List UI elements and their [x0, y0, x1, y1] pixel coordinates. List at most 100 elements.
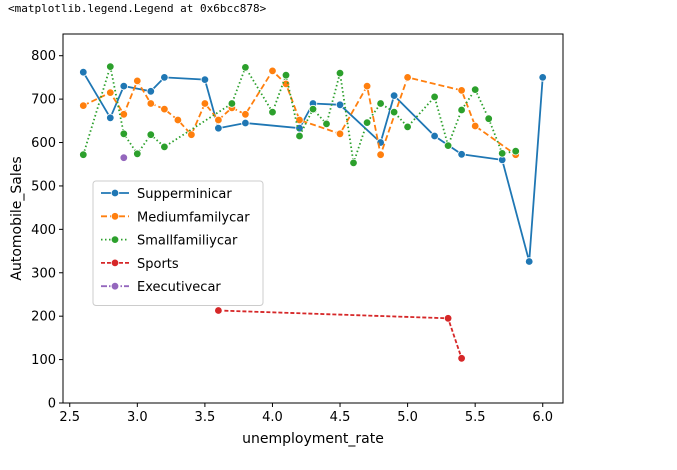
data-point: [146, 87, 155, 96]
data-point: [133, 76, 142, 86]
data-point: [403, 122, 412, 132]
series-supperminicar: [79, 67, 547, 266]
data-point: [187, 130, 196, 139]
data-point: [308, 104, 318, 114]
series-mediumfamilycar: [79, 66, 520, 159]
x-axis-label: unemployment_rate: [242, 431, 384, 447]
data-point: [79, 67, 88, 77]
data-point: [214, 115, 223, 125]
data-point: [133, 149, 142, 158]
data-point: [457, 150, 466, 159]
data-point: [403, 73, 412, 82]
y-tick-label: 0: [48, 397, 56, 412]
x-tick-label: 6.0: [532, 410, 553, 425]
data-point: [160, 73, 169, 82]
y-axis: 0 100 200 300 400 500 600 700 800: [31, 49, 63, 412]
data-point: [106, 88, 115, 97]
legend-item: Sports: [101, 257, 179, 272]
data-point: [119, 153, 128, 162]
series-line: [82, 71, 544, 262]
x-tick-label: 5.5: [465, 410, 486, 425]
series-line: [218, 309, 463, 359]
x-tick-label: 3.0: [127, 410, 148, 425]
data-point: [119, 81, 128, 91]
data-point: [281, 79, 291, 89]
data-point: [241, 118, 250, 128]
legend-marker: [110, 188, 120, 198]
data-point: [511, 146, 520, 156]
data-point: [241, 63, 250, 72]
data-point: [335, 129, 345, 138]
data-point: [443, 314, 453, 323]
data-point: [106, 113, 115, 122]
legend-item: Executivecar: [101, 280, 221, 295]
legend-item: Mediumfamilycar: [101, 210, 250, 225]
data-point: [376, 150, 385, 159]
legend-label: Smallfamiliycar: [137, 234, 238, 249]
data-point: [146, 99, 155, 108]
legend-label: Executivecar: [137, 280, 221, 295]
series-line: [82, 65, 516, 164]
data-point: [498, 149, 507, 158]
data-point: [335, 100, 345, 109]
data-point: [200, 99, 210, 108]
data-point: [214, 306, 223, 315]
series-executivecar: [119, 153, 128, 162]
data-point: [538, 73, 547, 82]
legend-marker: [110, 282, 120, 291]
data-point: [241, 110, 250, 119]
data-point: [457, 354, 466, 363]
legend-item: Supperminicar: [101, 187, 232, 202]
legend-marker: [110, 258, 120, 268]
data-point: [119, 110, 128, 119]
y-tick-label: 200: [31, 310, 56, 325]
legend-item: Smallfamiliycar: [101, 234, 238, 249]
legend-label: Sports: [137, 257, 179, 272]
output-repr-text: <matplotlib.legend.Legend at 0x6bcc878>: [8, 2, 267, 15]
data-point: [322, 119, 331, 129]
data-point: [200, 75, 210, 84]
legend-frame: [92, 180, 264, 306]
x-tick-label: 4.0: [262, 410, 283, 425]
data-point: [295, 115, 304, 125]
data-point: [295, 131, 304, 141]
data-point: [173, 115, 183, 125]
x-tick-label: 5.0: [397, 410, 418, 425]
data-point: [457, 86, 466, 95]
data-point: [389, 107, 399, 117]
data-point: [214, 123, 223, 133]
x-tick-label: 2.5: [59, 410, 80, 425]
x-tick-label: 4.5: [330, 410, 351, 425]
data-point: [335, 68, 345, 78]
legend-label: Supperminicar: [137, 187, 232, 202]
series-sports: [214, 306, 466, 363]
data-point: [349, 158, 358, 168]
y-tick-label: 500: [31, 179, 56, 194]
data-point: [146, 130, 155, 139]
data-point: [362, 81, 372, 91]
legend-marker: [110, 212, 120, 221]
data-point: [362, 118, 372, 127]
y-tick-label: 800: [31, 49, 56, 64]
data-point: [525, 257, 534, 266]
data-point: [79, 150, 88, 159]
data-point: [389, 91, 399, 100]
axes-frame: [62, 33, 564, 404]
y-tick-label: 300: [31, 266, 56, 281]
plot-area: [79, 62, 547, 363]
data-point: [471, 85, 480, 94]
data-point: [268, 66, 277, 76]
y-axis-label: Automobile_Sales: [9, 156, 25, 280]
data-point: [160, 104, 169, 114]
y-tick-label: 100: [31, 353, 56, 368]
y-tick-label: 400: [31, 223, 56, 238]
x-axis: 2.5 3.0 3.5 4.0 4.5 5.0 5.5 6.0: [59, 403, 553, 425]
y-tick-label: 700: [31, 93, 56, 108]
data-point: [119, 129, 128, 138]
data-point: [443, 141, 453, 150]
data-point: [160, 142, 169, 152]
data-point: [227, 99, 237, 108]
data-point: [430, 92, 439, 102]
legend-marker: [110, 235, 120, 244]
